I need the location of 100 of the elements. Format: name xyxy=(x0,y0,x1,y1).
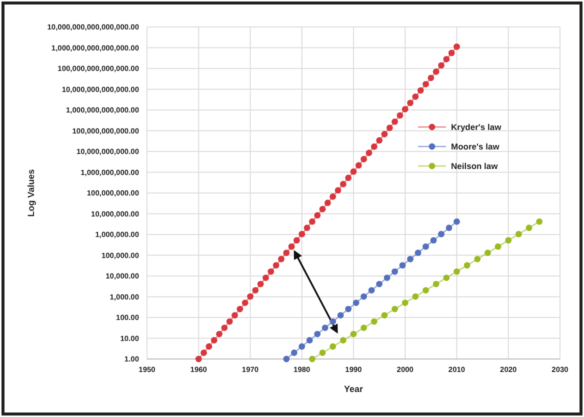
point xyxy=(309,218,316,225)
point xyxy=(392,118,398,125)
point xyxy=(422,287,429,294)
point xyxy=(330,193,336,200)
point xyxy=(324,200,331,206)
point xyxy=(352,300,360,306)
point xyxy=(454,218,460,225)
point xyxy=(350,330,357,338)
point xyxy=(494,243,502,250)
point xyxy=(268,268,274,275)
point xyxy=(345,174,352,182)
legend-label: Neilson law xyxy=(451,160,498,171)
point xyxy=(278,256,284,262)
point xyxy=(384,274,390,281)
point xyxy=(370,143,378,150)
point xyxy=(309,356,316,362)
point xyxy=(407,256,414,262)
point xyxy=(283,250,290,256)
point xyxy=(386,124,393,132)
point xyxy=(360,324,368,331)
point xyxy=(288,243,295,250)
point xyxy=(376,137,383,144)
point xyxy=(330,318,336,325)
point xyxy=(304,224,310,232)
point xyxy=(443,274,450,281)
point xyxy=(221,324,228,331)
point xyxy=(464,262,470,269)
point xyxy=(402,106,408,112)
point xyxy=(242,300,248,306)
point xyxy=(381,130,388,138)
point xyxy=(396,112,404,119)
point xyxy=(306,337,313,344)
point xyxy=(417,87,424,94)
y-axis-title: Log Values xyxy=(26,169,36,217)
point xyxy=(216,330,222,338)
point xyxy=(414,250,422,256)
point xyxy=(526,224,532,232)
point xyxy=(360,293,368,300)
point xyxy=(319,350,326,356)
point xyxy=(376,280,383,288)
point xyxy=(360,156,368,162)
point xyxy=(236,306,244,312)
point xyxy=(422,243,429,250)
point xyxy=(428,74,434,82)
point xyxy=(314,212,321,219)
point xyxy=(536,218,543,225)
point xyxy=(392,306,398,312)
point xyxy=(392,268,398,275)
point xyxy=(337,312,344,318)
point xyxy=(446,224,452,232)
point xyxy=(350,168,357,175)
point xyxy=(334,187,342,194)
point xyxy=(368,287,375,294)
point xyxy=(430,237,437,244)
point xyxy=(412,293,419,300)
point xyxy=(262,274,269,281)
point xyxy=(438,62,444,69)
point xyxy=(454,268,460,275)
legend-label: Kryder's law xyxy=(451,122,502,132)
point xyxy=(257,280,264,288)
point xyxy=(505,237,512,244)
point xyxy=(340,180,346,188)
point xyxy=(272,262,280,269)
point xyxy=(399,262,406,269)
point xyxy=(345,306,352,312)
point xyxy=(438,230,444,238)
point xyxy=(294,237,300,244)
point xyxy=(516,230,522,238)
point xyxy=(322,324,328,331)
point xyxy=(319,206,326,212)
point xyxy=(412,93,419,100)
point xyxy=(366,150,372,156)
point xyxy=(407,100,414,106)
point xyxy=(195,356,202,362)
legend-label: Moore's law xyxy=(451,141,500,152)
point xyxy=(247,293,254,300)
point xyxy=(226,318,233,325)
point xyxy=(355,162,362,169)
point xyxy=(232,312,238,318)
point xyxy=(252,287,259,294)
point xyxy=(330,343,336,350)
point xyxy=(298,230,306,238)
point xyxy=(210,337,218,344)
point xyxy=(200,350,207,356)
point xyxy=(474,256,481,262)
point xyxy=(381,312,388,318)
point xyxy=(370,318,378,325)
point xyxy=(484,250,491,256)
point xyxy=(206,343,212,350)
point xyxy=(340,337,346,344)
point xyxy=(448,50,455,56)
point xyxy=(432,68,440,75)
point xyxy=(314,330,321,338)
point xyxy=(432,280,440,288)
point xyxy=(443,56,450,62)
point xyxy=(422,80,429,88)
point xyxy=(290,350,298,356)
point xyxy=(283,356,290,362)
point xyxy=(454,43,460,50)
x-axis-title: Year xyxy=(344,384,364,394)
